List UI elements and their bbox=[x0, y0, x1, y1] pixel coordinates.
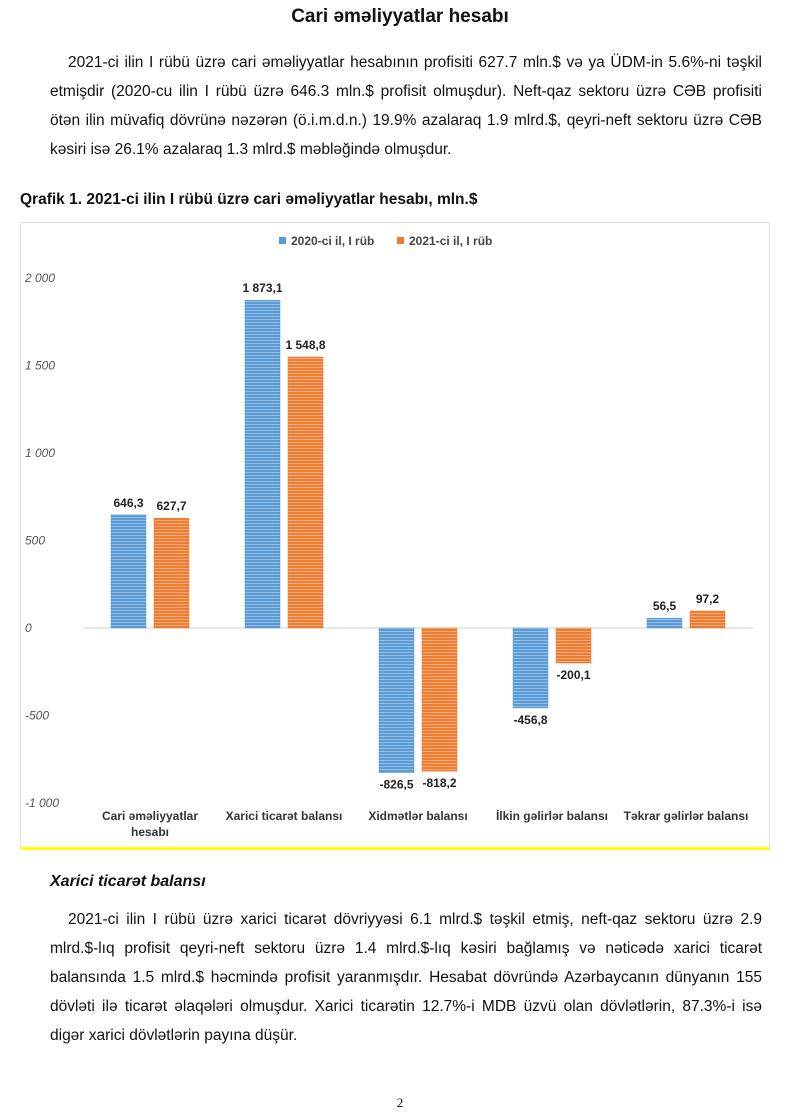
y-tick-label: -1 000 bbox=[25, 796, 59, 810]
y-tick-label: 0 bbox=[25, 621, 32, 635]
chart-frame: 2 000 1 500 1 000 500 0 -500 -1 000 2020-ci il,… bbox=[20, 222, 770, 850]
chart-caption: Qrafik 1. 2021-ci ilin I rübü üzrə cari … bbox=[20, 191, 478, 208]
x-tick-label: İlkin gəlirlər balansı bbox=[496, 808, 608, 823]
legend-label: 2020-ci il, I rüb bbox=[291, 234, 374, 248]
y-tick-label: 2 000 bbox=[24, 271, 55, 285]
bar bbox=[555, 627, 592, 664]
y-tick-label: 1 500 bbox=[25, 359, 55, 373]
data-label: -456,8 bbox=[513, 713, 547, 727]
legend-swatch bbox=[397, 237, 404, 244]
section-title: Cari əməliyyatlar hesabı bbox=[291, 6, 509, 27]
y-tick-label: 500 bbox=[25, 534, 45, 548]
data-label: 646,3 bbox=[113, 496, 143, 510]
bar bbox=[153, 517, 190, 629]
intro-paragraph: 2021-ci ilin I rübü üzrə cari əməliyyatl… bbox=[50, 54, 762, 158]
bar bbox=[287, 356, 324, 629]
bar bbox=[244, 299, 281, 629]
y-tick-label: -500 bbox=[25, 709, 49, 723]
bar bbox=[512, 627, 549, 709]
data-label: 627,7 bbox=[156, 499, 186, 513]
subheading: Xarici ticarət balansı bbox=[50, 873, 206, 890]
bar bbox=[110, 514, 147, 629]
data-label: 56,5 bbox=[653, 599, 677, 613]
data-label: 1 873,1 bbox=[242, 281, 282, 295]
bar bbox=[689, 610, 726, 629]
page-number: 2 bbox=[396, 1095, 404, 1110]
data-label: 97,2 bbox=[696, 592, 720, 606]
legend-swatch bbox=[279, 237, 286, 244]
data-label: 1 548,8 bbox=[285, 338, 325, 352]
data-label: -818,2 bbox=[422, 776, 456, 790]
x-tick-label: Cari əməliyyatlar bbox=[102, 809, 198, 823]
data-label: -826,5 bbox=[379, 778, 413, 792]
legend-label: 2021-ci il, I rüb bbox=[409, 234, 492, 248]
bar bbox=[421, 627, 458, 772]
data-label: -200,1 bbox=[556, 668, 590, 682]
x-tick-label: Təkrar gəlirlər balansı bbox=[624, 809, 749, 823]
x-tick-label: Xarici ticarət balansı bbox=[226, 809, 343, 823]
x-tick-label: Xidmətlər balansı bbox=[368, 809, 467, 823]
bar bbox=[646, 617, 683, 629]
bar bbox=[378, 627, 415, 773]
trade-paragraph: 2021-ci ilin I rübü üzrə xarici ticarət … bbox=[50, 911, 762, 1044]
y-tick-label: 1 000 bbox=[25, 446, 55, 460]
x-tick-label: hesabı bbox=[131, 825, 169, 839]
bar-chart: 2 000 1 500 1 000 500 0 -500 -1 000 2020-ci il,… bbox=[24, 234, 753, 839]
